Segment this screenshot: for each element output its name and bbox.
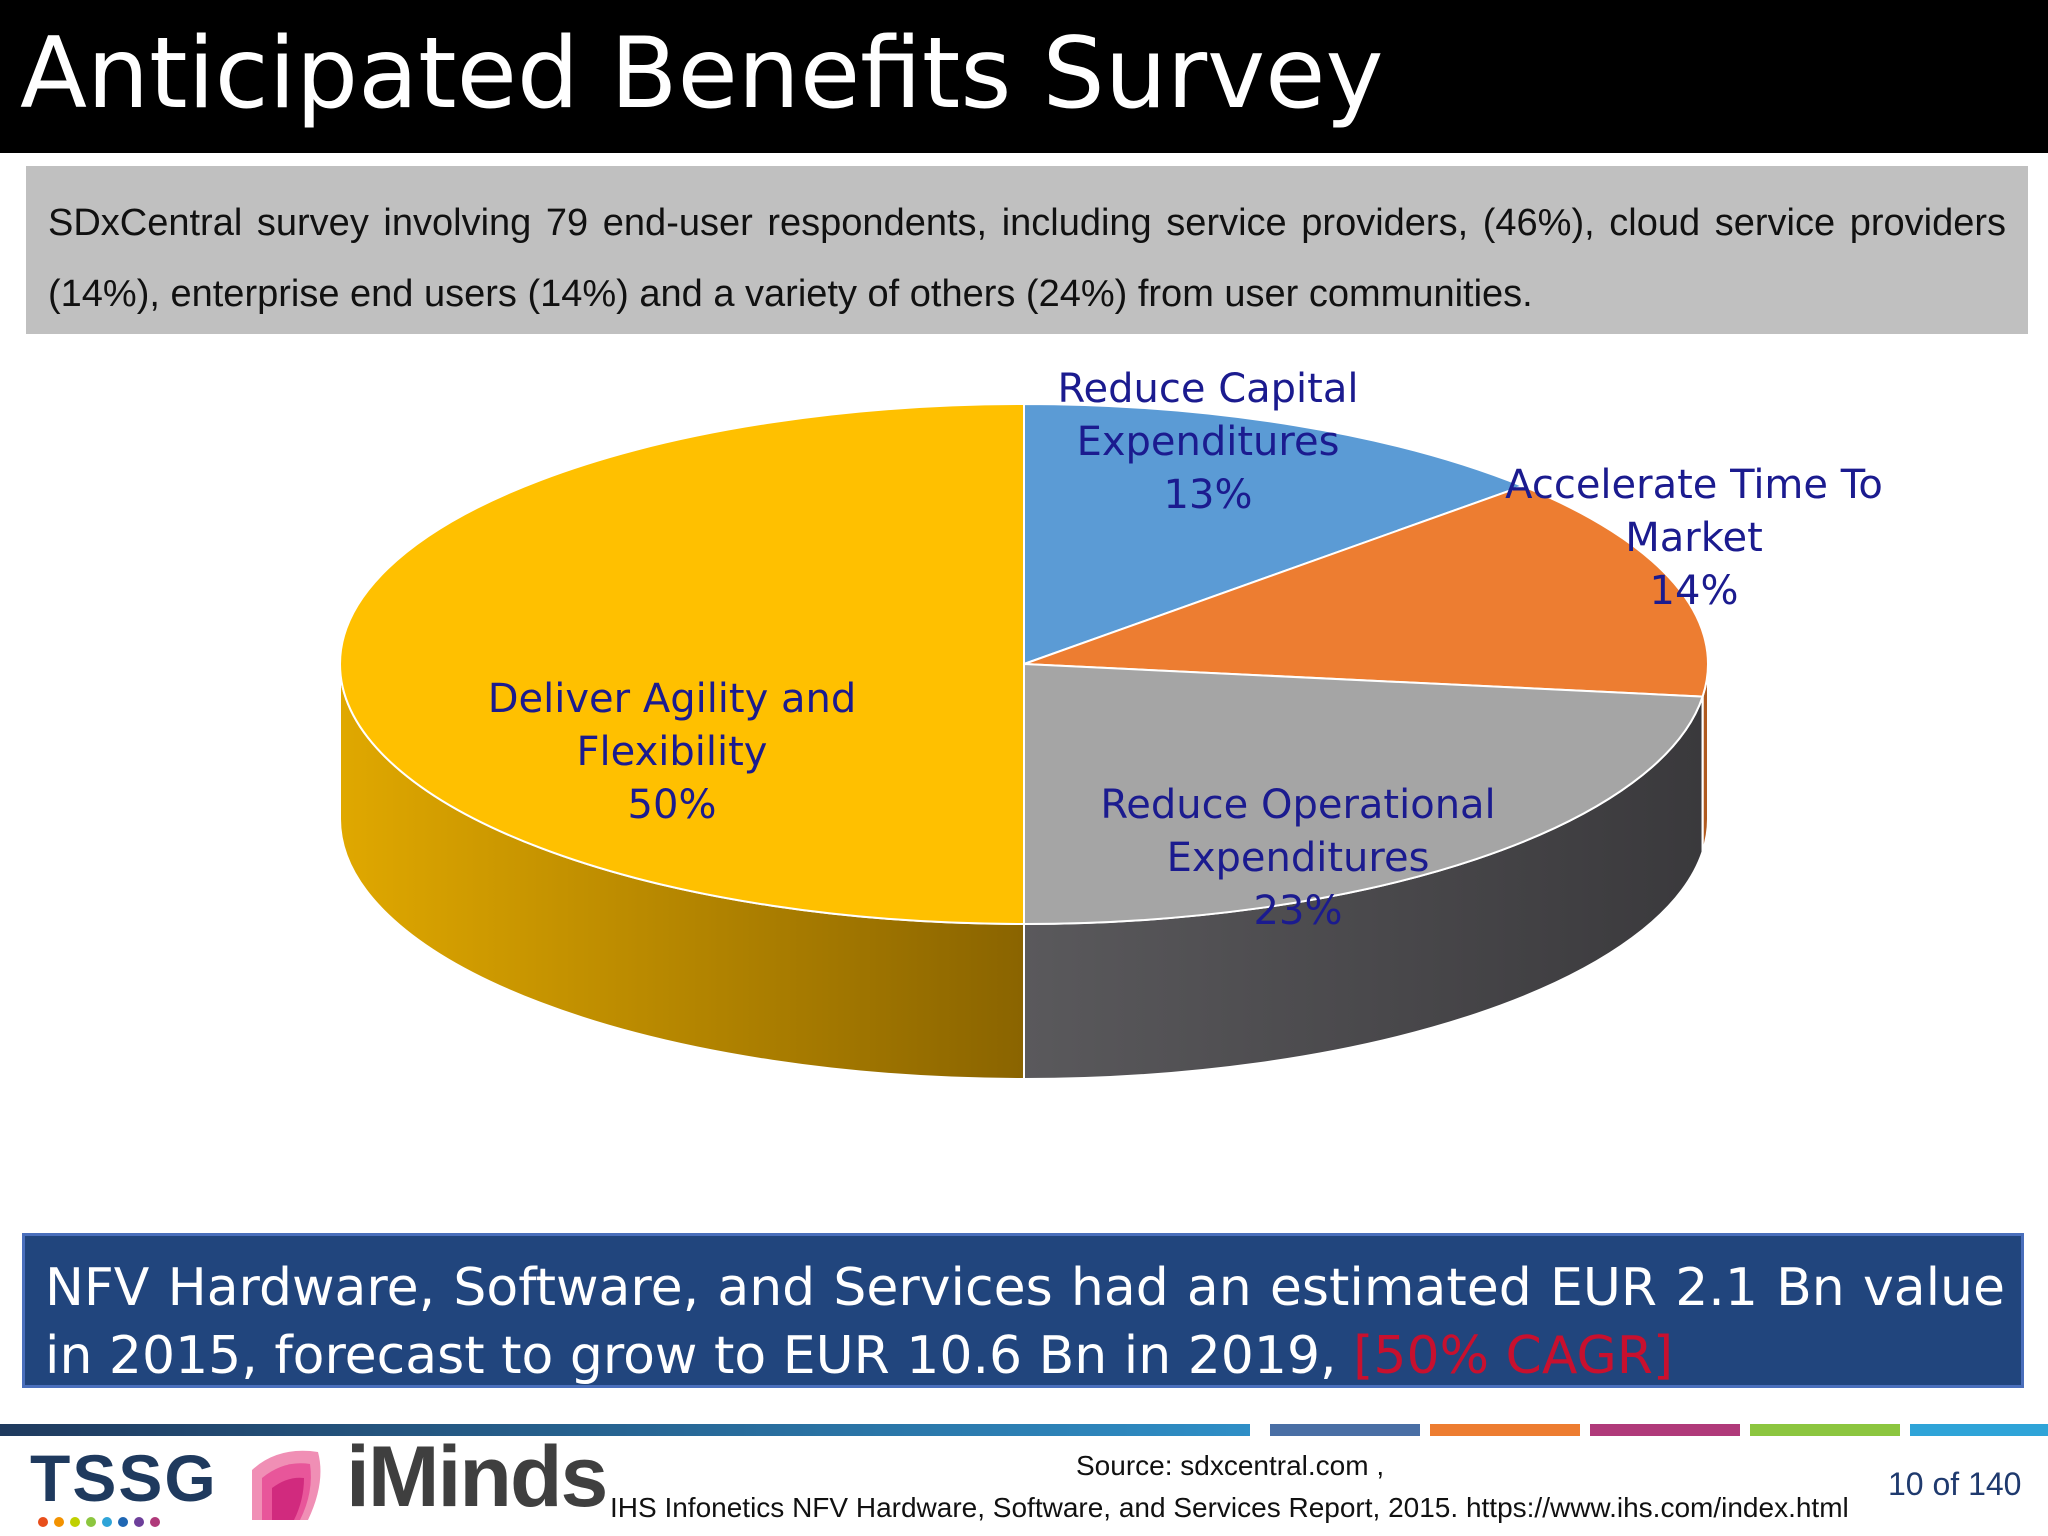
intro-text: SDxCentral survey involving 79 end-user … bbox=[48, 202, 2006, 315]
pie-label-deliver-agility-and-flexibility: Flexibility bbox=[577, 729, 768, 775]
pie-slice-reduce-capital-expenditures bbox=[1023, 402, 1526, 666]
banner-highlight: [50% CAGR] bbox=[1353, 1326, 1674, 1386]
pie-label-reduce-operational-expenditures: Reduce Operational bbox=[1100, 782, 1495, 828]
pie-value-label-deliver-agility-and-flexibility: 50% bbox=[628, 782, 717, 828]
pie-labels: Reduce Capital Expenditures 13% Accelerate … bbox=[488, 366, 1883, 934]
forecast-banner: NFV Hardware, Software, and Services had… bbox=[22, 1233, 2024, 1388]
page-number: 10 of 140 bbox=[1888, 1466, 2022, 1502]
iminds-petal-icon bbox=[252, 1450, 321, 1520]
tssg-logo: TSSG bbox=[30, 1441, 218, 1515]
pie-label-reduce-operational-expenditures: Expenditures bbox=[1167, 835, 1430, 881]
pie-slice-deliver-agility-and-flexibility bbox=[339, 402, 1025, 926]
pie-value-label-reduce-operational-expenditures: 23% bbox=[1254, 888, 1343, 934]
pie-label-accelerate-time-to-market: Market bbox=[1625, 515, 1763, 561]
source-line-1: Source: sdxcentral.com , bbox=[1076, 1450, 1385, 1481]
pie-value-label-accelerate-time-to-market: 14% bbox=[1650, 568, 1739, 614]
tssg-logo-dots bbox=[38, 1512, 166, 1531]
pie-label-reduce-capital-expenditures: Expenditures bbox=[1077, 419, 1340, 465]
pie-label-deliver-agility-and-flexibility: Deliver Agility and bbox=[488, 676, 857, 722]
pie-tops bbox=[339, 402, 1710, 926]
pie-slice-accelerate-time-to-market bbox=[1023, 484, 1710, 698]
slide-title: Anticipated Benefits Survey bbox=[20, 17, 1384, 131]
source-line-2: IHS Infonetics NFV Hardware, Software, a… bbox=[610, 1492, 1849, 1523]
pie-label-reduce-capital-expenditures: Reduce Capital bbox=[1058, 366, 1359, 412]
pie-chart: Reduce Capital Expenditures 13% Accelerate … bbox=[339, 366, 1883, 1081]
intro-box: SDxCentral survey involving 79 end-user … bbox=[26, 166, 2028, 334]
iminds-logo: iMinds bbox=[346, 1429, 608, 1525]
pie-slice-reduce-operational-expenditures bbox=[1023, 662, 1704, 926]
banner-main-text: NFV Hardware, Software, and Services had… bbox=[45, 1258, 2005, 1386]
title-bar: Anticipated Benefits Survey bbox=[0, 0, 2048, 153]
pie-label-accelerate-time-to-market: Accelerate Time To bbox=[1505, 462, 1883, 508]
banner-text: NFV Hardware, Software, and Services had… bbox=[45, 1254, 2005, 1390]
pie-value-label-reduce-capital-expenditures: 13% bbox=[1164, 472, 1253, 518]
footer-color-strip bbox=[0, 1424, 2048, 1436]
